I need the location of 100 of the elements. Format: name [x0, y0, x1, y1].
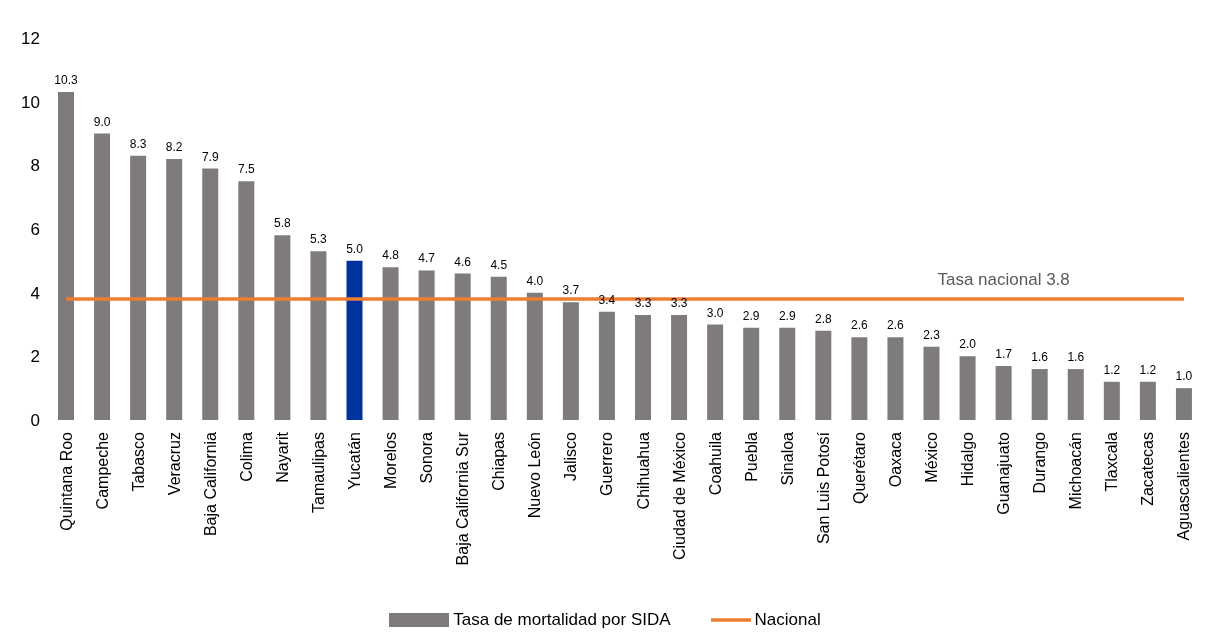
x-tick-label: Guerrero	[598, 431, 616, 497]
data-label: 4.6	[454, 254, 472, 269]
bar	[562, 302, 579, 420]
data-label: 5.3	[310, 232, 328, 247]
bar	[598, 311, 615, 420]
bar	[274, 235, 291, 420]
x-tick-label: Yucatán	[346, 432, 364, 490]
data-label: 1.2	[1103, 362, 1121, 377]
bar	[671, 314, 688, 420]
bar	[454, 273, 471, 420]
data-label: 8.3	[129, 136, 147, 151]
x-tick-label: Chihuahua	[634, 431, 652, 510]
data-label: 1.6	[1067, 350, 1085, 365]
y-tick-label: 0	[30, 411, 40, 431]
x-tick-label: Oaxaca	[886, 431, 904, 488]
bar	[995, 365, 1012, 420]
data-label: 3.0	[706, 305, 724, 320]
bar	[887, 337, 904, 420]
bar	[94, 133, 111, 420]
x-tick-label: Nuevo León	[526, 432, 544, 519]
y-tick-label: 2	[30, 347, 40, 367]
x-tick-label: Morelos	[382, 432, 400, 489]
bar	[58, 92, 74, 420]
x-tick-label: San Luis Potosí	[814, 431, 832, 545]
data-label: 1.0	[1175, 369, 1193, 384]
bar	[635, 314, 651, 420]
bar	[202, 168, 219, 420]
annotation: Tasa nacional 3.8	[937, 270, 1070, 290]
x-tick-label: Tamaulipas	[309, 432, 327, 513]
data-label: 10.3	[54, 73, 78, 88]
bar	[851, 337, 868, 420]
x-tick-label: Hidalgo	[959, 431, 977, 487]
x-tick-label: Quintana Roo	[57, 431, 75, 531]
x-tick-label: Chiapas	[490, 432, 508, 491]
legend-label: Nacional	[754, 610, 821, 630]
data-label: 4.0	[526, 273, 544, 288]
x-tick-label: Veracruz	[165, 432, 183, 496]
data-label: 2.8	[814, 311, 832, 326]
data-label: 4.8	[382, 248, 400, 263]
x-tick-label: Ciudad de México	[670, 431, 688, 561]
x-tick-label: Nayarit	[273, 431, 291, 483]
data-label: 7.5	[237, 162, 255, 177]
bar	[166, 158, 183, 420]
data-label: 1.6	[1031, 350, 1049, 365]
bar	[418, 270, 435, 420]
bar	[238, 181, 255, 420]
x-tick-label: Zacatecas	[1139, 432, 1157, 506]
bar	[382, 267, 399, 420]
data-label: 8.2	[165, 139, 183, 154]
x-tick-label: México	[923, 431, 941, 483]
data-label: 4.7	[418, 251, 436, 266]
bar	[130, 155, 147, 420]
y-tick-label: 12	[21, 29, 40, 49]
x-tick-label: Colima	[237, 431, 255, 482]
data-label: 3.7	[562, 283, 580, 298]
data-label: 9.0	[93, 114, 111, 129]
x-tick-label: Campeche	[93, 431, 111, 510]
x-tick-label: Querétaro	[850, 431, 868, 505]
bar	[1103, 381, 1120, 420]
data-label: 1.7	[995, 346, 1013, 361]
bar	[1067, 369, 1084, 420]
x-tick-label: Sonora	[418, 431, 436, 484]
bar	[743, 327, 760, 420]
data-label: 2.0	[959, 337, 977, 352]
bar	[1139, 381, 1156, 420]
x-tick-label: Durango	[1031, 431, 1049, 494]
bar	[490, 276, 507, 420]
y-tick-label: 10	[21, 92, 40, 112]
bar	[815, 330, 832, 420]
x-tick-label: Sinaloa	[778, 431, 796, 486]
y-tick-label: 6	[30, 220, 40, 240]
bar	[310, 251, 327, 420]
legend-label: Tasa de mortalidad por SIDA	[453, 610, 671, 630]
x-tick-label: Tabasco	[129, 431, 147, 492]
data-label: 7.9	[201, 149, 219, 164]
x-tick-label: Baja California Sur	[454, 431, 472, 566]
data-label: 1.2	[1139, 362, 1157, 377]
data-label: 2.6	[887, 318, 905, 333]
bar	[1175, 388, 1192, 420]
bar	[1031, 369, 1048, 420]
x-tick-label: Jalisco	[562, 431, 580, 481]
x-tick-label: Guanajuato	[995, 431, 1013, 515]
data-label: 2.9	[742, 308, 760, 323]
data-label: 2.3	[923, 327, 941, 342]
bar	[959, 356, 976, 420]
data-label: 2.9	[778, 308, 796, 323]
bar	[346, 260, 363, 420]
x-tick-label: Puebla	[742, 431, 760, 482]
data-label: 5.8	[274, 216, 292, 231]
x-tick-label: Coahuila	[706, 431, 724, 496]
bar	[707, 324, 724, 420]
x-tick-label: Aguascalientes	[1175, 432, 1193, 541]
data-label: 2.6	[851, 318, 869, 333]
bar	[923, 346, 940, 420]
bar	[779, 327, 796, 420]
y-tick-label: 4	[30, 283, 40, 303]
x-tick-label: Michoacán	[1067, 432, 1085, 510]
data-label: 4.5	[490, 257, 508, 272]
x-tick-label: Baja California	[201, 431, 219, 537]
y-tick-label: 8	[30, 156, 40, 176]
